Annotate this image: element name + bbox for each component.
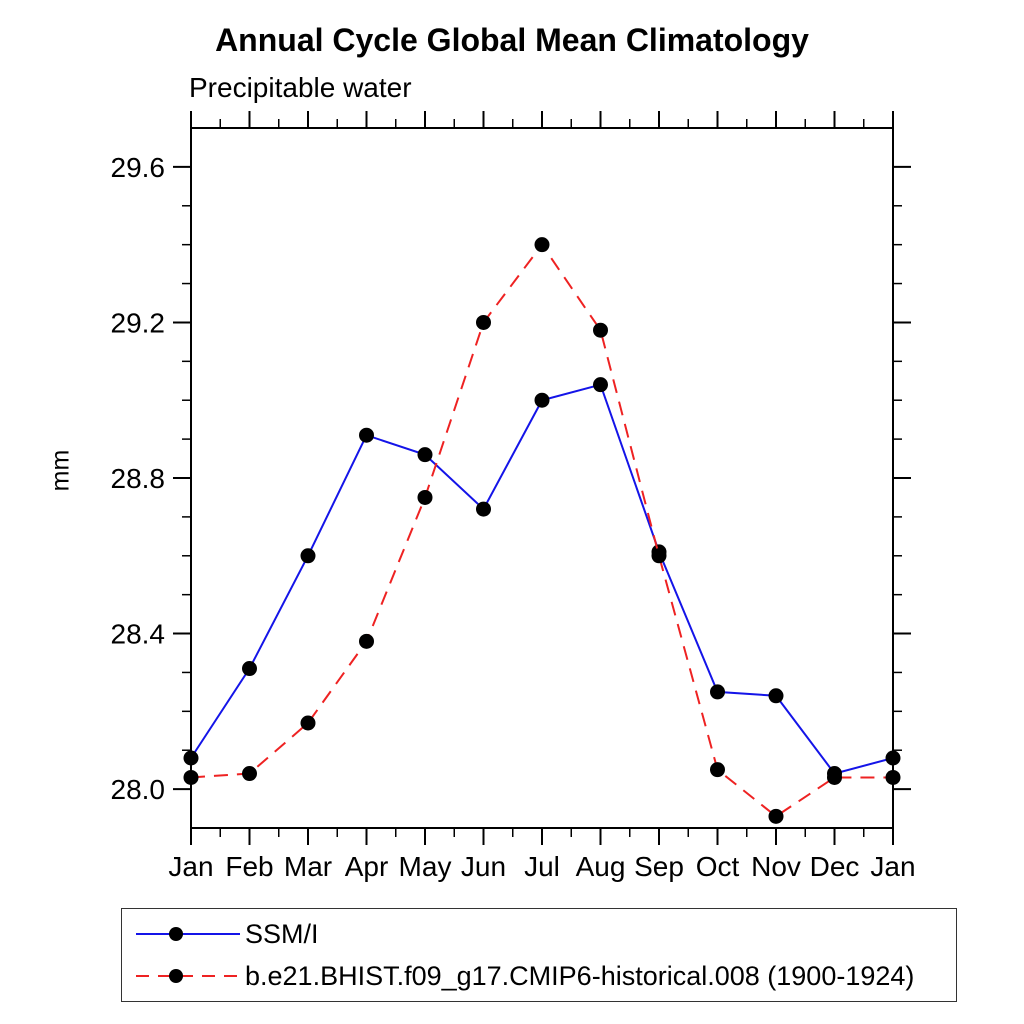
data-point-marker — [300, 548, 316, 564]
y-tick-label: 28.8 — [111, 463, 166, 494]
data-point-marker — [651, 548, 667, 564]
data-point-marker — [885, 750, 901, 766]
data-point-marker — [359, 427, 374, 443]
data-point-marker — [183, 750, 199, 766]
x-tick-label: Dec — [810, 851, 860, 882]
data-point-marker — [768, 808, 784, 824]
data-point-marker — [417, 489, 433, 505]
data-point-marker — [476, 501, 491, 517]
x-tick-label: Jan — [870, 851, 915, 882]
data-point-marker — [710, 762, 725, 778]
data-point-marker — [593, 322, 608, 338]
series-line-1 — [190, 242, 893, 818]
data-point-marker — [242, 766, 257, 782]
data-point-marker — [710, 684, 725, 700]
x-tick-label: Jan — [168, 851, 213, 882]
legend-row-ssmi: SSM/I — [134, 914, 956, 954]
plot-box — [190, 127, 894, 829]
data-point-marker — [534, 237, 550, 253]
x-tick-label: Sep — [634, 851, 684, 882]
y-tick-label: 29.2 — [111, 307, 166, 338]
y-tick-label: 28.0 — [111, 774, 166, 805]
x-tick-label: Jul — [524, 851, 560, 882]
x-tick-label: Nov — [751, 851, 801, 882]
data-point-marker — [827, 769, 842, 785]
series-line-0 — [190, 383, 894, 775]
legend-box: SSM/I b.e21.BHIST.f09_g17.CMIP6-historic… — [121, 908, 957, 1002]
data-point-marker — [534, 392, 550, 408]
data-point-marker — [476, 314, 491, 330]
x-tick-label: Oct — [696, 851, 740, 882]
data-point-marker — [359, 633, 374, 649]
legend-label: b.e21.BHIST.f09_g17.CMIP6-historical.008… — [245, 960, 915, 991]
legend-marker-icon — [169, 927, 183, 941]
legend-label: SSM/I — [245, 918, 319, 949]
legend-marker-icon — [169, 969, 183, 983]
legend-line-sample-dashed — [136, 969, 240, 983]
x-tick-label: Feb — [225, 851, 273, 882]
x-tick-label: Aug — [576, 851, 626, 882]
y-tick-label: 29.6 — [111, 152, 166, 183]
chart-title: Annual Cycle Global Mean Climatology — [215, 22, 809, 58]
x-tick-label: Apr — [345, 851, 389, 882]
data-point-marker — [768, 688, 784, 704]
data-point-marker — [885, 769, 901, 785]
x-tick-label: Jun — [461, 851, 506, 882]
data-point-marker — [300, 715, 316, 731]
data-point-marker — [417, 447, 433, 463]
legend-row-model: b.e21.BHIST.f09_g17.CMIP6-historical.008… — [134, 956, 956, 996]
data-point-marker — [242, 661, 257, 677]
data-point-marker — [183, 769, 199, 785]
x-tick-label: Mar — [284, 851, 332, 882]
x-tick-label: May — [399, 851, 452, 882]
y-tick-label: 28.4 — [111, 619, 166, 650]
chart-subtitle: Precipitable water — [189, 72, 412, 103]
data-point-marker — [593, 377, 608, 393]
legend-line-sample-solid — [136, 927, 240, 941]
